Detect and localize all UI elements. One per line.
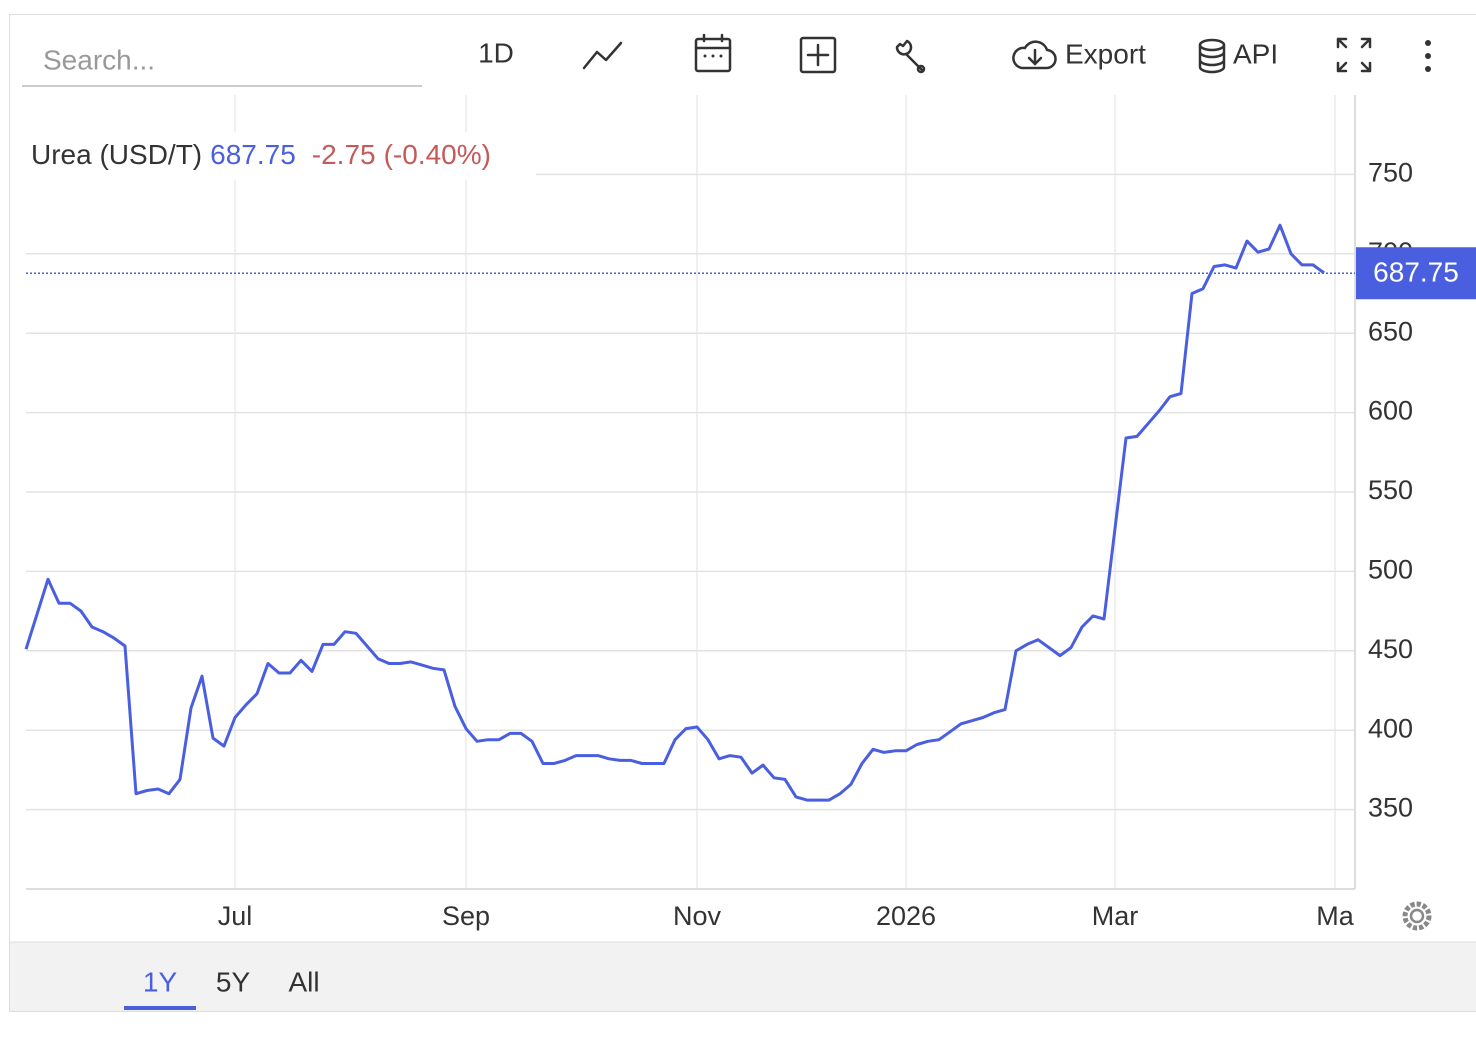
x-tick-label: 2026 (876, 901, 936, 931)
chart-type-icon[interactable] (582, 41, 623, 70)
range-bar (10, 942, 1476, 1011)
x-tick-label: Mar (1092, 901, 1139, 931)
last-price-tag (1356, 247, 1476, 300)
x-tick-label: Nov (673, 901, 722, 931)
plot-area: Jul Sep Nov 2026 Mar Ma 350 400 450 500 550 600 650 7… (24, 95, 1476, 931)
y-tick-label: 350 (1368, 793, 1413, 823)
quote-change-percent: (-0.40%) (384, 139, 491, 170)
y-tick-label: 450 (1368, 634, 1413, 664)
fullscreen-icon[interactable] (1336, 37, 1372, 73)
y-tick-label: 500 (1368, 555, 1413, 585)
quote-change: -2.75 (312, 139, 376, 170)
range-tabs: 1Y 5Y All (124, 966, 320, 1010)
export-button[interactable]: Export (1012, 38, 1146, 69)
active-tab-underline (124, 1006, 196, 1010)
api-label[interactable]: API (1233, 38, 1278, 69)
widget-frame (9, 14, 1476, 1012)
interval-button[interactable]: 1D (478, 37, 514, 68)
y-tick-label: 650 (1368, 316, 1413, 346)
y-tick-label: 550 (1368, 475, 1413, 505)
quote-header: Urea (USD/T) 687.75 -2.75 (-0.40%) (31, 139, 491, 170)
chart-settings-icon[interactable] (1402, 901, 1432, 931)
y-tick-label: 750 (1368, 158, 1413, 188)
price-line (24, 223, 1325, 802)
series-name: Urea (USD/T) (31, 139, 202, 170)
settings-wrench-icon[interactable] (895, 39, 926, 74)
x-tick-label: Sep (442, 901, 490, 931)
export-label[interactable]: Export (1065, 38, 1146, 69)
last-price-tag-label: 687.75 (1373, 257, 1459, 288)
range-tab[interactable]: 5Y (216, 966, 251, 997)
range-tab[interactable]: 1Y (143, 966, 178, 997)
search-input[interactable]: Search... (43, 44, 155, 75)
more-menu[interactable] (1425, 40, 1431, 72)
calendar-icon[interactable] (694, 33, 732, 73)
y-tick-label: 400 (1368, 713, 1413, 743)
compare-icon[interactable] (799, 36, 837, 74)
y-tick-label: 600 (1368, 396, 1413, 426)
range-tab[interactable]: All (288, 966, 319, 997)
api-button[interactable]: API (1198, 38, 1278, 74)
x-tick-label: Jul (218, 901, 253, 931)
x-tick-label: Ma (1316, 901, 1354, 931)
quote-price: 687.75 (210, 139, 296, 170)
quote-backdrop (26, 132, 536, 180)
